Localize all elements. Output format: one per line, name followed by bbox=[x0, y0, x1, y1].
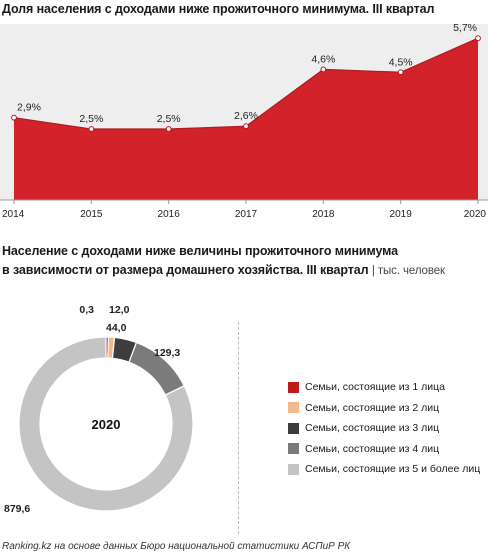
data-point-2017 bbox=[243, 123, 249, 130]
donut-slice-5 bbox=[18, 336, 194, 512]
donut-title-line2: в зависимости от размера домашнего хозяй… bbox=[2, 263, 369, 277]
donut-legend: Семьи, состоящие из 1 лица Семьи, состоящ… bbox=[288, 377, 480, 480]
legend-swatch-5 bbox=[288, 463, 299, 475]
legend-item-2: Семьи, состоящие из 2 лиц bbox=[288, 398, 480, 419]
data-label-2017: 2,6% bbox=[234, 110, 258, 122]
x-tick-label-2019: 2019 bbox=[390, 209, 413, 220]
donut-title-unit: | тыс. человек bbox=[371, 265, 445, 277]
x-tick-label-2018: 2018 bbox=[312, 209, 335, 220]
section-divider bbox=[238, 322, 239, 534]
area-chart: 2,9% 2014 2,5% 2015 2,5% 2016 2,6% 2017 4,6% 2018… bbox=[0, 22, 488, 220]
donut-title-line1: Население с доходами ниже величины прожи… bbox=[2, 244, 398, 258]
data-point-2020 bbox=[475, 35, 481, 42]
x-tick-label-2020: 2020 bbox=[464, 209, 487, 220]
donut-label-4: 129,3 bbox=[154, 347, 180, 359]
source-footer: Ranking.kz на основе данных Бюро национа… bbox=[2, 541, 351, 552]
legend-item-5: Семьи, состоящие из 5 и более лиц bbox=[288, 459, 480, 480]
legend-label-2: Семьи, состоящие из 2 лиц bbox=[305, 401, 440, 414]
legend-item-3: Семьи, состоящие из 3 лиц bbox=[288, 418, 480, 439]
data-point-2015 bbox=[88, 126, 95, 132]
legend-swatch-3 bbox=[288, 422, 299, 434]
donut-center-label: 2020 bbox=[92, 417, 121, 432]
x-tick-label-2017: 2017 bbox=[235, 209, 258, 220]
data-label-2019: 4,5% bbox=[389, 56, 413, 68]
data-point-2016 bbox=[165, 126, 172, 132]
data-label-2020: 5,7% bbox=[453, 22, 477, 34]
donut-label-5: 879,6 bbox=[4, 503, 30, 515]
donut-label-1: 0,3 bbox=[79, 304, 94, 316]
data-point-2014 bbox=[11, 114, 17, 121]
legend-item-4: Семьи, состоящие из 4 лиц bbox=[288, 439, 480, 460]
legend-item-1: Семьи, состоящие из 1 лица bbox=[288, 377, 480, 398]
data-point-2018 bbox=[320, 66, 327, 73]
legend-swatch-2 bbox=[288, 402, 299, 414]
donut-chart-title: Население с доходами ниже величины прожи… bbox=[2, 242, 445, 281]
data-point-2019 bbox=[397, 69, 404, 76]
legend-label-5: Семьи, состоящие из 5 и более лиц bbox=[305, 463, 481, 476]
legend-label-4: Семьи, состоящие из 4 лиц bbox=[305, 442, 440, 455]
x-tick-label-2016: 2016 bbox=[158, 209, 181, 220]
donut-label-3: 44,0 bbox=[106, 322, 127, 334]
data-label-2016: 2,5% bbox=[157, 113, 181, 125]
data-label-2015: 2,5% bbox=[79, 113, 103, 125]
area-chart-title: Доля населения с доходами ниже прожиточн… bbox=[2, 2, 435, 16]
data-label-2018: 4,6% bbox=[311, 53, 335, 65]
legend-label-3: Семьи, состоящие из 3 лиц bbox=[305, 422, 440, 435]
x-tick-label-2015: 2015 bbox=[80, 209, 103, 220]
legend-swatch-4 bbox=[288, 443, 299, 455]
x-tick-label-2014: 2014 bbox=[2, 209, 25, 220]
data-label-2014: 2,9% bbox=[17, 102, 41, 114]
legend-label-1: Семьи, состоящие из 1 лица bbox=[305, 381, 445, 394]
legend-swatch-1 bbox=[288, 381, 299, 393]
area-fill bbox=[14, 38, 478, 201]
donut-label-2: 12,0 bbox=[109, 304, 130, 316]
